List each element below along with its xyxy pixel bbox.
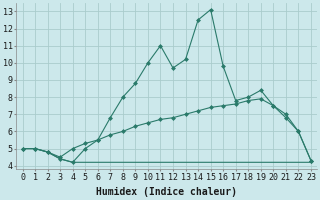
- X-axis label: Humidex (Indice chaleur): Humidex (Indice chaleur): [96, 187, 237, 197]
